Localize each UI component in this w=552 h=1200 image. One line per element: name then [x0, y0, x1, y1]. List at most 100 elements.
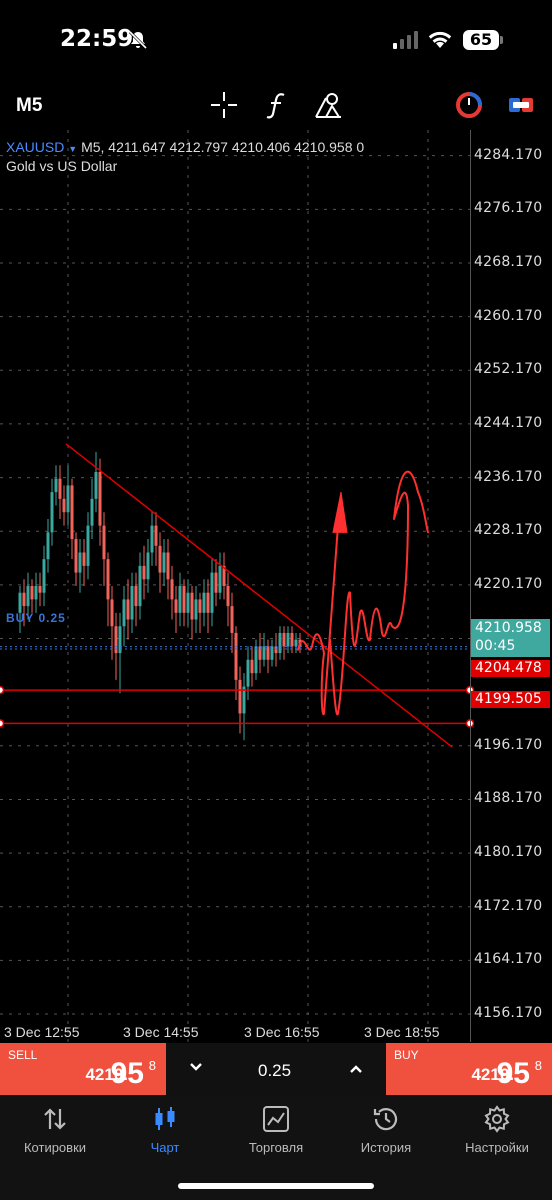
candle-body [250, 659, 254, 674]
candle-body [98, 472, 102, 526]
sketch-arrow-line [320, 524, 339, 716]
volume-decrease-icon[interactable] [188, 1061, 204, 1073]
status-bar: 22:59 65 [0, 0, 552, 80]
candle-body [58, 478, 62, 499]
candle-body [86, 525, 90, 566]
price-tick: 4276.170 [474, 200, 543, 217]
candle-body [294, 639, 298, 647]
symbol-description: Gold vs US Dollar [6, 158, 118, 174]
sell-price-fraction: 8 [148, 1058, 156, 1073]
candle-body [130, 586, 134, 620]
price-tick: 4220.170 [474, 575, 543, 592]
candle-body [70, 485, 74, 540]
crosshair-icon[interactable] [210, 90, 238, 120]
volume-increase-icon[interactable] [348, 1063, 364, 1075]
candle-body [66, 485, 70, 513]
candle-body [194, 599, 198, 620]
candle-body [186, 592, 190, 613]
one-click-trading-icon[interactable] [455, 90, 483, 120]
current-price-value: 4210.958 [475, 620, 542, 636]
sell-button[interactable]: SELL 4210. 95 8 [0, 1043, 166, 1095]
nav-item-settings[interactable]: Настройки [442, 1095, 552, 1165]
volume-value[interactable]: 0.25 [258, 1061, 292, 1080]
buy-button[interactable]: BUY 4210. 95 8 [386, 1043, 552, 1095]
time-tick: 3 Dec 16:55 [244, 1024, 320, 1040]
nav-label: Чарт [150, 1140, 180, 1155]
quote-line: M5, 4211.647 4212.797 4210.406 4210.958 … [81, 139, 365, 155]
candle-body [54, 478, 58, 493]
candle-body [282, 632, 286, 647]
candle-body [134, 586, 138, 607]
candle-body [210, 572, 214, 613]
price-tick: 4188.170 [474, 790, 543, 807]
candle-body [78, 552, 82, 573]
objects-icon[interactable] [314, 90, 344, 120]
trade-icon [263, 1106, 289, 1132]
price-tick: 4164.170 [474, 951, 543, 968]
symbol-dropdown-icon[interactable]: ▼ [68, 144, 78, 154]
chart-toolbar: M5 [0, 82, 552, 130]
candle-body [158, 545, 162, 573]
buy-label: BUY [394, 1048, 419, 1062]
candle-body [50, 492, 54, 533]
nav-label: Котировки [23, 1140, 87, 1155]
candle-body [278, 632, 282, 654]
nav-label: История [360, 1140, 412, 1155]
candle-body [170, 579, 174, 600]
candle-body [102, 525, 106, 560]
candle-body [146, 552, 150, 580]
candle-body [150, 525, 154, 553]
trendline [65, 443, 453, 748]
level-handle [0, 719, 5, 728]
candle-body [118, 626, 122, 654]
candle-body [206, 592, 210, 613]
sketch-arrowhead [332, 492, 348, 533]
candle-body [142, 565, 146, 580]
candle-body [42, 559, 46, 593]
timeframe-button[interactable]: M5 [16, 95, 43, 116]
candle-body [166, 552, 170, 580]
buy-position-label[interactable]: BUY 0.25 [6, 611, 66, 625]
candle-body [154, 525, 158, 546]
candle-body [218, 565, 222, 593]
sketch-path [329, 470, 429, 716]
candle-body [126, 599, 130, 620]
candle-body [94, 472, 98, 499]
bell-muted-icon [128, 30, 148, 50]
level-tag-1[interactable]: 4204.478 [471, 660, 550, 677]
candle-body [38, 586, 42, 593]
bar-countdown: 00:45 [475, 638, 516, 654]
candle-body [138, 565, 142, 607]
nav-item-quotes[interactable]: Котировки [0, 1095, 110, 1165]
candle-body [30, 586, 34, 600]
nav-item-chart[interactable]: Чарт [110, 1095, 220, 1165]
price-chart[interactable] [0, 130, 552, 1042]
candle-body [270, 646, 274, 660]
candle-body [190, 592, 194, 620]
chart-icon [155, 1107, 175, 1130]
trade-bar: SELL 4210. 95 8 BUY 4210. 95 8 [0, 1043, 552, 1095]
candle-body [22, 592, 26, 607]
level-tag-2[interactable]: 4199.505 [471, 691, 550, 708]
candle-body [246, 659, 250, 687]
buy-price-fraction: 8 [534, 1058, 542, 1073]
candle-body [202, 592, 206, 613]
wifi-icon [428, 31, 452, 48]
home-indicator [178, 1183, 374, 1189]
candle-body [82, 552, 86, 566]
current-price-tag: 4210.958 00:45 [471, 619, 550, 657]
sell-price-pips: 95 [110, 1057, 144, 1090]
candle-body [114, 626, 118, 654]
price-tick: 4156.170 [474, 1005, 543, 1022]
indicators-icon[interactable] [264, 90, 288, 120]
nav-item-history[interactable]: История [331, 1095, 441, 1165]
symbol-name[interactable]: XAUUSD [6, 139, 65, 155]
nav-item-trade[interactable]: Торговля [221, 1095, 331, 1165]
price-tick: 4252.170 [474, 361, 543, 378]
trade-panel-icon[interactable] [507, 90, 535, 120]
candle-body [254, 646, 258, 674]
price-tick: 4172.170 [474, 897, 543, 914]
settings-icon [484, 1105, 510, 1133]
buy-price-main: 4210. [471, 1065, 514, 1084]
candle-body [74, 539, 78, 573]
